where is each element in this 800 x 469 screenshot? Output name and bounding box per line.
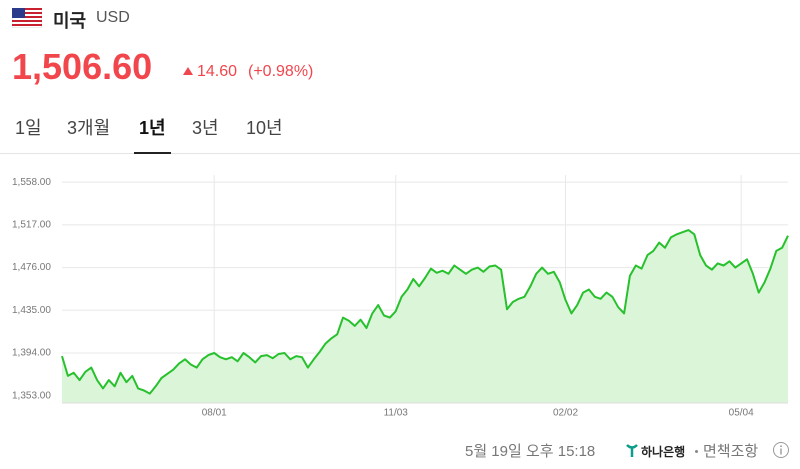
- bank-logo: [626, 444, 638, 457]
- tab[interactable]: 1일: [15, 118, 42, 138]
- country: 미국: [53, 11, 87, 31]
- separator-dot: [695, 450, 698, 453]
- chart: 1,558.00 1,517.00 1,476.00 1,435.00 1,394.00…: [12, 175, 789, 419]
- tab[interactable]: 3개월: [67, 118, 111, 138]
- flag-icon: [12, 8, 42, 28]
- x-tick-label: 08/01: [202, 408, 227, 419]
- y-tick-label: 1,517.00: [12, 220, 51, 231]
- x-tick-label: 11/03: [384, 408, 409, 419]
- change-percent: (+0.98%): [248, 63, 314, 80]
- tab-underline: [134, 152, 171, 154]
- line: [61, 229, 789, 395]
- y-tick-label: 1,558.00: [12, 177, 51, 188]
- y-tick-label: 1,435.00: [12, 305, 51, 316]
- disclaimer-link[interactable]: 면책조항: [703, 443, 759, 460]
- bank-name: 하나은행: [641, 445, 686, 459]
- area: [62, 230, 788, 403]
- x-tick-label: 05/04: [729, 408, 754, 419]
- tab[interactable]: 3년: [192, 118, 219, 138]
- tab[interactable]: 10년: [246, 118, 283, 138]
- tab[interactable]: 1년: [139, 118, 166, 138]
- y-tick-label: 1,353.00: [12, 390, 51, 401]
- price: 1,506.60: [12, 46, 153, 87]
- change: 14.60: [197, 63, 238, 80]
- timestamp: 5월 19일 오후 15:18: [465, 443, 596, 460]
- divider: [0, 153, 800, 154]
- x-tick-label: 02/02: [553, 408, 578, 419]
- y-tick-label: 1,394.00: [12, 348, 51, 359]
- currency: USD: [96, 9, 130, 26]
- up-arrow: [183, 67, 193, 75]
- y-tick-label: 1,476.00: [12, 262, 51, 273]
- info-icon[interactable]: [772, 441, 790, 459]
